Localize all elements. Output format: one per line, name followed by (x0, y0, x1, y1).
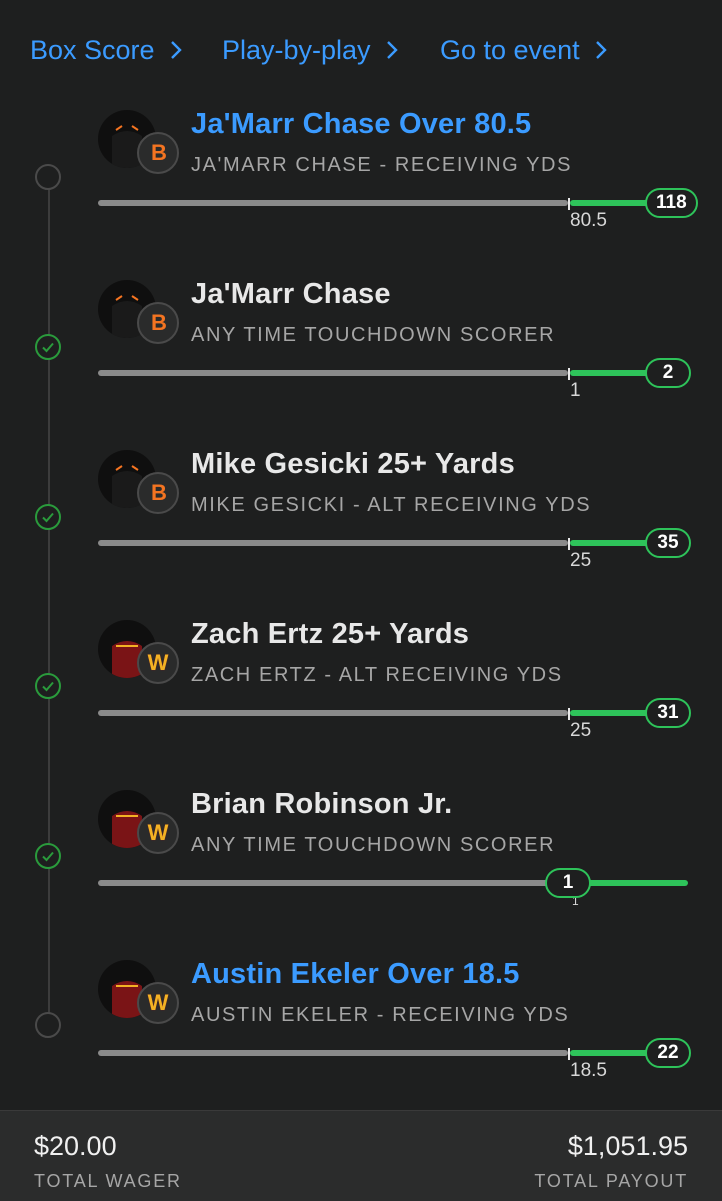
leg-title: Brian Robinson Jr. (191, 788, 453, 820)
total-payout-amount: $1,051.95 (567, 1131, 688, 1161)
leg-title: Zach Ertz 25+ Yards (191, 618, 470, 650)
line-value: 80.5 (570, 210, 607, 231)
total-payout-label: TOTAL PAYOUT (534, 1171, 688, 1191)
line-marker (568, 1048, 570, 1060)
bengals-logo-icon: B (137, 472, 179, 514)
result-value: 2 (645, 358, 691, 388)
bet-leg[interactable]: W Brian Robinson Jr. ANY TIME TOUCHDOWN … (0, 788, 722, 960)
result-value: 1 (545, 868, 591, 898)
progress-track (98, 880, 568, 886)
bengals-logo-icon: B (137, 132, 179, 174)
check-circle-icon (35, 673, 61, 699)
bet-leg[interactable]: B Mike Gesicki 25+ Yards MIKE GESICKI - … (0, 448, 722, 620)
line-value: 25 (570, 550, 592, 571)
bet-leg[interactable]: W Zach Ertz 25+ Yards ZACH ERTZ - ALT RE… (0, 618, 722, 790)
play-by-play-link[interactable]: Play-by-play (222, 30, 399, 70)
progress-fill (570, 540, 688, 546)
leg-market: JA'MARR CHASE - RECEIVING YDS (191, 154, 573, 176)
result-value: 118 (645, 188, 698, 218)
progress-track (98, 370, 568, 376)
line-marker (568, 708, 570, 720)
total-wager-amount: $20.00 (34, 1131, 117, 1161)
total-wager-label: TOTAL WAGER (34, 1171, 182, 1191)
leg-market: AUSTIN EKELER - RECEIVING YDS (191, 1004, 570, 1026)
chevron-right-icon (170, 41, 182, 59)
progress-fill (570, 710, 688, 716)
status-pending-icon (35, 164, 61, 190)
leg-title: Ja'Marr Chase Over 80.5 (191, 108, 532, 140)
bengals-logo-icon: B (137, 302, 179, 344)
line-value: 1 (572, 894, 579, 908)
progress-fill (570, 880, 688, 886)
line-marker (568, 368, 570, 380)
chevron-right-icon (595, 41, 607, 59)
progress-track (98, 1050, 568, 1056)
go-to-event-label: Go to event (440, 35, 580, 65)
status-pending-icon (35, 1012, 61, 1038)
box-score-label: Box Score (30, 35, 155, 65)
line-value: 1 (570, 380, 581, 401)
result-value: 35 (645, 528, 691, 558)
check-circle-icon (35, 334, 61, 360)
box-score-link[interactable]: Box Score (30, 30, 183, 70)
leg-title: Mike Gesicki 25+ Yards (191, 448, 515, 480)
result-value: 31 (645, 698, 691, 728)
leg-market: ZACH ERTZ - ALT RECEIVING YDS (191, 664, 563, 686)
commanders-logo-icon: W (137, 642, 179, 684)
progress-track (98, 200, 568, 206)
progress-fill (570, 370, 688, 376)
bet-leg[interactable]: W Austin Ekeler Over 18.5 AUSTIN EKELER … (0, 958, 722, 1130)
leg-title: Austin Ekeler Over 18.5 (191, 958, 520, 990)
line-marker (568, 198, 570, 210)
leg-title: Ja'Marr Chase (191, 278, 391, 310)
line-value: 18.5 (570, 1060, 607, 1081)
line-marker (568, 538, 570, 550)
progress-fill (570, 1050, 688, 1056)
bet-summary-footer: $20.00 TOTAL WAGER $1,051.95 TOTAL PAYOU… (0, 1110, 722, 1201)
line-value: 25 (570, 720, 592, 741)
progress-track (98, 710, 568, 716)
top-navigation: Box Score Play-by-play Go to event (0, 0, 722, 96)
chevron-right-icon (386, 41, 398, 59)
progress-fill (570, 200, 688, 206)
leg-market: ANY TIME TOUCHDOWN SCORER (191, 834, 556, 856)
progress-track (98, 540, 568, 546)
commanders-logo-icon: W (137, 812, 179, 854)
leg-market: MIKE GESICKI - ALT RECEIVING YDS (191, 494, 592, 516)
commanders-logo-icon: W (137, 982, 179, 1024)
leg-market: ANY TIME TOUCHDOWN SCORER (191, 324, 556, 346)
bet-leg[interactable]: B Ja'Marr Chase Over 80.5 JA'MARR CHASE … (0, 108, 722, 280)
check-circle-icon (35, 504, 61, 530)
timeline-line (48, 175, 50, 1020)
bet-leg[interactable]: B Ja'Marr Chase ANY TIME TOUCHDOWN SCORE… (0, 278, 722, 450)
go-to-event-link[interactable]: Go to event (440, 30, 608, 70)
check-circle-icon (35, 843, 61, 869)
play-by-play-label: Play-by-play (222, 35, 371, 65)
result-value: 22 (645, 1038, 691, 1068)
